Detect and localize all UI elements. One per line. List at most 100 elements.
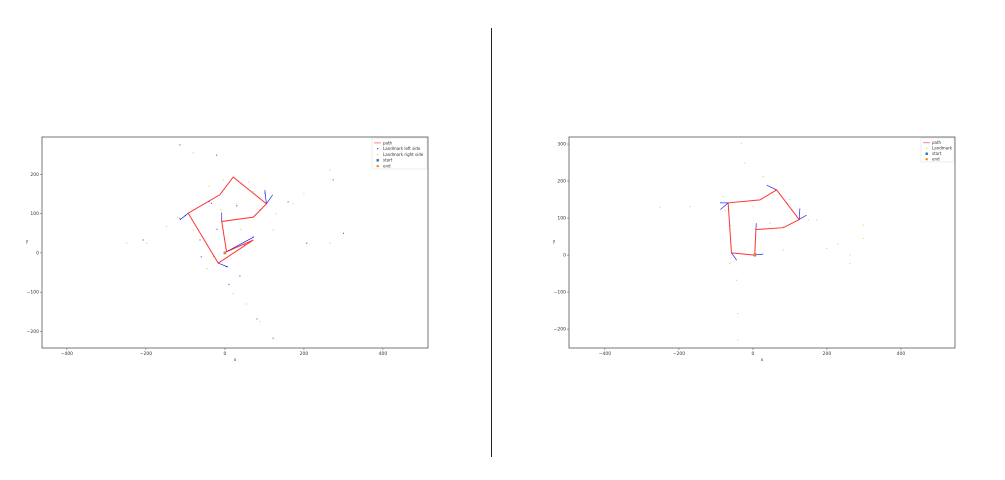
landmark-right-point — [125, 242, 128, 244]
landmark-left-point — [236, 205, 238, 207]
landmark-point — [755, 252, 757, 254]
legend-label: Landmark — [932, 146, 953, 151]
y-tick-label: −200 — [27, 329, 39, 335]
landmark-left-point — [216, 228, 218, 230]
landmark-point — [815, 219, 818, 221]
observation-ray — [766, 184, 777, 191]
legend-landmark-swatch — [926, 147, 928, 149]
observation-ray — [799, 214, 807, 220]
landmark-left-point — [179, 217, 181, 219]
legend-end-swatch — [925, 158, 928, 161]
landmark-point — [849, 254, 851, 256]
y-axis-label: y — [553, 240, 556, 245]
x-tick-label: 400 — [379, 351, 388, 357]
legend-start-swatch — [925, 152, 928, 155]
landmark-point — [736, 279, 738, 281]
landmark-point — [782, 225, 784, 228]
landmark-point — [825, 247, 828, 250]
landmark-point — [762, 176, 764, 178]
landmark-point — [807, 219, 810, 221]
landmark-right-point — [246, 303, 248, 305]
landmark-right-point — [220, 209, 222, 211]
landmark-left-point — [332, 179, 334, 181]
x-tick-label: 200 — [300, 351, 309, 357]
legend-landmark-swatch — [377, 148, 379, 150]
landmark-point — [837, 243, 839, 245]
landmark-point — [730, 224, 732, 227]
legend-label: end — [932, 157, 940, 162]
path-line — [727, 189, 800, 256]
landmark-right-point — [329, 242, 331, 244]
x-tick-label: −400 — [61, 351, 73, 357]
landmark-left-point — [272, 337, 274, 339]
legend-label: Landmark right side — [383, 152, 424, 157]
landmark-point — [849, 263, 851, 265]
observation-ray — [264, 190, 267, 204]
landmark-point — [769, 222, 771, 224]
x-tick-label: 0 — [223, 351, 226, 357]
y-tick-label: −100 — [554, 290, 566, 296]
x-tick-label: 0 — [751, 351, 754, 357]
landmark-point — [744, 162, 746, 164]
landmark-point — [740, 142, 743, 144]
observation-ray — [720, 202, 729, 210]
landmark-right-point — [240, 228, 242, 230]
landmark-right-point — [222, 179, 224, 181]
landmark-point — [862, 237, 864, 240]
landmark-right-point — [329, 169, 331, 171]
landmark-point — [789, 198, 791, 201]
landmark-point — [782, 249, 784, 251]
landmark-point — [862, 224, 864, 226]
landmark-point — [659, 206, 661, 208]
landmark-right-point — [208, 185, 210, 187]
landmark-right-point — [303, 193, 305, 195]
landmark-right-point — [272, 229, 274, 231]
landmark-point — [737, 339, 739, 341]
landmark-right-point — [236, 202, 238, 205]
y-tick-label: −200 — [554, 327, 566, 333]
landmark-right-point — [206, 268, 208, 270]
landmark-left-point — [342, 232, 345, 234]
landmark-right-point — [248, 181, 250, 183]
landmark-right-point — [192, 229, 194, 231]
landmark-right-point — [176, 216, 179, 219]
plot-frame — [568, 136, 956, 349]
landmark-point — [689, 205, 691, 208]
legend-start-swatch — [376, 159, 379, 162]
observation-ray — [754, 253, 764, 256]
y-tick-label: 0 — [36, 250, 39, 256]
legend-box — [920, 137, 955, 163]
end-marker — [753, 253, 756, 257]
y-tick-label: 100 — [557, 216, 566, 222]
landmark-left-point — [256, 318, 258, 320]
landmark-point — [737, 312, 739, 315]
y-axis-label: y — [26, 240, 29, 245]
legend-label: path — [383, 140, 393, 145]
legend-end-swatch — [376, 164, 379, 168]
observation-ray — [218, 262, 229, 268]
landmark-left-point — [210, 202, 213, 205]
landmark-point — [729, 263, 731, 265]
landmark-right-point — [275, 213, 277, 215]
y-tick-label: 300 — [557, 142, 566, 148]
landmark-left-point — [179, 144, 181, 146]
landmark-left-point — [239, 275, 241, 277]
y-tick-label: 100 — [30, 211, 39, 217]
landmark-left-point — [142, 239, 144, 241]
landmark-right-point — [259, 321, 261, 323]
observation-ray — [731, 252, 737, 261]
landmark-left-point — [216, 154, 218, 156]
y-tick-label: 0 — [563, 253, 566, 259]
y-tick-label: −100 — [27, 290, 39, 296]
legend-label: start — [383, 158, 393, 163]
legend-box — [371, 137, 428, 170]
legend-landmark-swatch — [377, 153, 379, 156]
landmark-right-point — [146, 242, 148, 244]
landmark-point — [724, 210, 726, 212]
landmark-left-point — [228, 283, 230, 285]
x-tick-label: −200 — [140, 351, 152, 357]
observation-ray — [179, 212, 189, 221]
